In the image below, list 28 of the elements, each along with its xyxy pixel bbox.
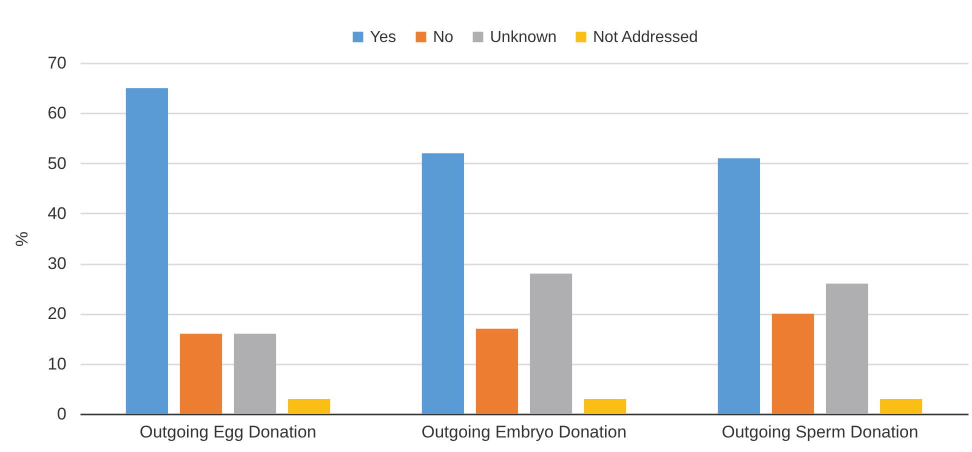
y-tick-label: 40 bbox=[48, 204, 66, 223]
bar bbox=[234, 334, 276, 414]
bar bbox=[718, 158, 760, 414]
legend-label: Not Addressed bbox=[593, 29, 698, 46]
bar bbox=[476, 328, 518, 414]
bar bbox=[126, 88, 168, 414]
bar bbox=[772, 314, 814, 414]
bar bbox=[826, 284, 868, 414]
bar bbox=[422, 153, 464, 414]
y-tick-label: 70 bbox=[48, 54, 66, 72]
x-tick-label: Outgoing Egg Donation bbox=[140, 422, 316, 442]
bar bbox=[288, 398, 330, 414]
y-axis-title: % bbox=[12, 231, 32, 247]
bar bbox=[530, 274, 572, 414]
legend-label: Unknown bbox=[490, 29, 557, 46]
y-tick-label: 20 bbox=[48, 304, 66, 324]
y-tick-label: 10 bbox=[48, 354, 66, 374]
y-tick-label: 60 bbox=[48, 104, 66, 123]
y-tick-label: 30 bbox=[48, 254, 66, 274]
x-tick-label: Outgoing Embryo Donation bbox=[421, 422, 627, 442]
legend-label: Yes bbox=[370, 29, 396, 46]
x-tick-label: Outgoing Sperm Donation bbox=[722, 422, 918, 442]
bar bbox=[584, 398, 626, 414]
y-tick-label: 0 bbox=[57, 404, 66, 424]
bar bbox=[180, 334, 222, 414]
y-tick-label: 50 bbox=[48, 154, 66, 173]
bar bbox=[880, 398, 922, 414]
legend-label: No bbox=[433, 29, 454, 46]
